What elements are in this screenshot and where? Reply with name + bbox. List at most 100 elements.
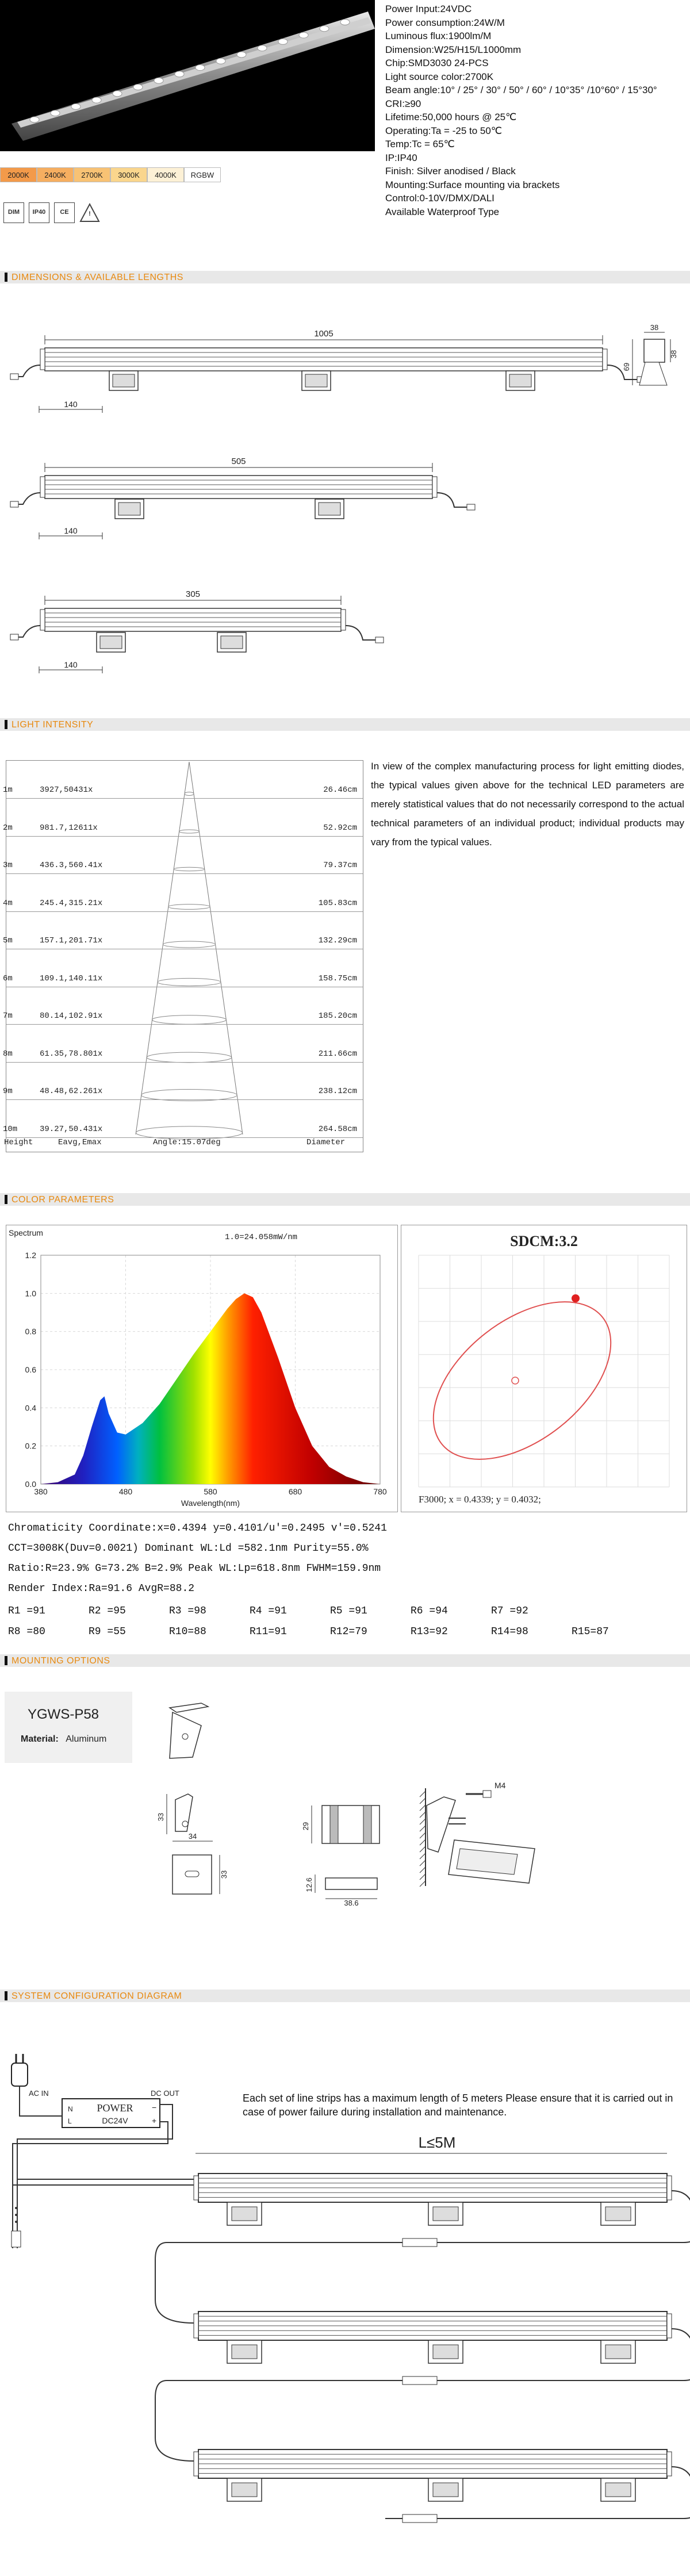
dimension-drawings: 1005 140 38 69 38 505 140 305 140 [10,323,678,673]
row-illuminance: 48.48,62.261x [40,1087,103,1096]
x-tick-label: 680 [289,1487,302,1496]
bracket-top-drawing: 33 [172,1854,228,1895]
intensity-row: 10m 39.27,50.431x 264.58cm [3,1100,363,1138]
power-supply: AC IN DC OUT POWER DC24V NL − + [11,2054,195,2248]
row-illuminance: 109.1,140.11x [40,973,103,983]
section-title: COLOR PARAMETERS [12,1195,114,1205]
r-value: R8 =80 [8,1626,45,1638]
color-reading: Render Index:Ra=91.6 AvgR=88.2 [8,1583,195,1594]
system-led-bar [193,2449,672,2502]
product-photo-art [12,12,375,141]
spec-line: Temp:Tc = 65℃ [385,139,455,150]
section-marker [5,1656,7,1665]
r-value: R13=92 [411,1626,448,1638]
led-chip [216,57,226,64]
ip40-icon-text: IP40 [32,209,46,216]
row-height: 4m [3,898,13,908]
footer-height: Height [4,1138,33,1147]
dim-label: 33 [156,1813,165,1821]
intensity-row: 4m 245.4,315.21x 105.83cm [3,874,363,912]
y-tick-label: 0.0 [25,1479,37,1489]
color-chip-2700k: 2700K [74,167,110,182]
intensity-note: In view of the complex manufacturing pro… [371,761,684,848]
led-bar-drawing: 305 140 [10,589,384,673]
spec-line: Beam angle:10° / 25° / 30° / 50° / 60° /… [385,85,657,95]
center-point [511,1377,519,1385]
side-height-label: 69 [622,363,631,371]
measured-point [572,1294,580,1302]
ip40-icon: IP40 [29,202,49,223]
led-chip [91,97,102,103]
section-title: MOUNTING OPTIONS [12,1656,110,1666]
system-note: Each set of line strips has a maximum le… [243,2092,673,2118]
intensity-table: 1m 3927,50431x 26.46cm 2m 981.7,12611x 52.92c… [3,760,363,1152]
row-diameter: 79.37cm [323,861,357,870]
interconnect-cables [155,2190,690,2523]
r-value: R1 =91 [8,1605,45,1617]
length-label: 505 [231,457,246,466]
beam-ring [168,904,210,910]
row-diameter: 105.83cm [318,898,357,908]
intensity-row: 1m 3927,50431x 26.46cm [3,761,363,799]
section-marker [5,1991,7,2000]
intensity-row: 9m 48.48,62.261x 238.12cm [3,1062,363,1100]
x-tick-label: 780 [373,1487,387,1496]
sdcm-title: SDCM:3.2 [510,1233,578,1249]
color-chip-4000k: 4000K [147,167,184,182]
model-name: YGWS-P58 [28,1707,99,1722]
r-value: R5 =91 [330,1605,367,1617]
color-chip-row: 2000K 2400K 2700K 3000K 4000K RGBW [0,167,230,182]
material-label: Material: [21,1734,59,1744]
r-value: R4 =91 [250,1605,287,1617]
spec-line: Control:0-10V/DMX/DALI [385,193,494,204]
led-chip [340,19,350,25]
color-reading: CCT=3008K(Duv=0.0021) Dominant WL:Ld =58… [8,1543,369,1554]
section-header-color: COLOR PARAMETERS [0,1193,690,1206]
material-line: Material: Aluminum [21,1734,106,1745]
row-height: 3m [3,861,13,870]
x-tick-label: 580 [204,1487,217,1496]
row-illuminance: 3927,50431x [40,785,93,795]
mounting-drawings: 33 34 33 29 12.6 38.6 M4 [156,1703,535,1907]
cert-icon-row: DIM IP40 CE! [3,202,130,225]
y-tick-label: 1.2 [25,1251,37,1260]
beam-ring [173,867,205,872]
color-chip-3000k: 3000K [110,167,147,182]
voltage-label: DC24V [102,2116,128,2125]
bracket-front-drawing: 33 34 [156,1793,213,1842]
beam-ring [135,1126,243,1140]
row-height: 10m [3,1124,18,1134]
side-profile-drawing: 38 69 38 [622,323,678,386]
led-chip [154,77,164,84]
minus-terminal: − [152,2103,156,2112]
r-value: R9 =55 [89,1626,126,1638]
row-height: 2m [3,823,13,833]
spec-line: IP:IP40 [385,152,417,163]
row-diameter: 158.75cm [318,973,357,983]
dim-label: 34 [189,1832,197,1841]
system-led-bar [193,2311,672,2364]
x-tick-label: 480 [119,1487,133,1496]
dim-label: 38.6 [344,1899,358,1907]
row-diameter: 185.20cm [318,1011,357,1021]
sdcm-chart: SDCM:3.2 F3000; x = 0.4339; y = 0.4032; [401,1225,687,1512]
intensity-row: 6m 109.1,140.11x 158.75cm [3,949,363,987]
product-photo [0,0,375,151]
ac-in-label: AC IN [29,2089,49,2098]
section-title: SYSTEM CONFIGURATION DIAGRAM [12,1991,182,2001]
n-terminal: N [68,2105,73,2113]
r-value: R6 =94 [411,1605,448,1617]
beam-ring [179,829,200,834]
spec-line: Lifetime:50,000 hours @ 25℃ [385,112,517,122]
r-value: R15=87 [572,1626,609,1638]
r-value: R12=79 [330,1626,367,1638]
r-value: R2 =95 [89,1605,126,1617]
row-illuminance: 436.3,560.41x [40,861,103,870]
intensity-row: 7m 80.14,102.91x 185.20cm [3,987,363,1025]
ce-icon: CE [54,202,75,223]
r-value: R10=88 [169,1626,206,1638]
beam-cone [135,761,243,1140]
length-label: 1005 [314,329,333,339]
intensity-footer: Height Eavg,Emax Angle:15.07deg Diameter [4,1136,363,1149]
max-length-dimension: L≤5M [195,2134,667,2154]
